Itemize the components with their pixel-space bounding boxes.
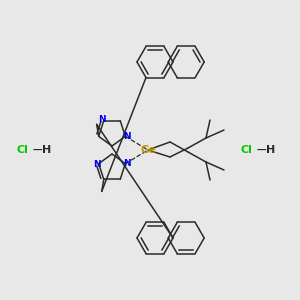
- Text: H: H: [42, 145, 52, 155]
- Text: N: N: [124, 159, 131, 168]
- Text: −: −: [255, 143, 267, 157]
- Text: N: N: [124, 132, 131, 141]
- Text: N: N: [98, 115, 106, 124]
- Text: Cl: Cl: [240, 145, 252, 155]
- Text: Ge: Ge: [140, 145, 156, 155]
- Text: −: −: [31, 143, 43, 157]
- Text: Cl: Cl: [16, 145, 28, 155]
- Text: H: H: [266, 145, 276, 155]
- Text: N: N: [93, 160, 100, 169]
